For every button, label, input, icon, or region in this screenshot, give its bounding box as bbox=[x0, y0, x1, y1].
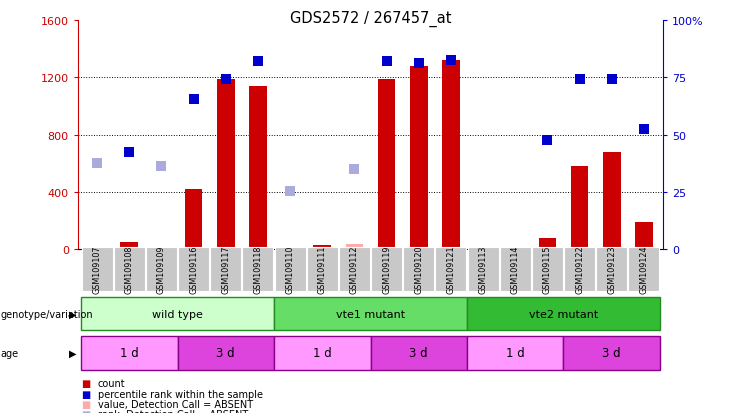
Bar bbox=[467, 336, 563, 370]
Text: ■: ■ bbox=[82, 399, 90, 409]
Text: GSM109107: GSM109107 bbox=[93, 245, 102, 294]
Text: vte2 mutant: vte2 mutant bbox=[529, 309, 598, 319]
Text: GSM109121: GSM109121 bbox=[446, 245, 456, 294]
Bar bbox=[563, 336, 660, 370]
Text: 3 d: 3 d bbox=[216, 347, 235, 360]
Bar bbox=[274, 297, 467, 330]
Bar bbox=[436, 248, 466, 291]
Text: GSM109114: GSM109114 bbox=[511, 245, 519, 294]
Text: ▶: ▶ bbox=[69, 309, 76, 319]
Bar bbox=[474, 249, 492, 250]
Text: GSM109122: GSM109122 bbox=[575, 245, 584, 294]
Text: vte1 mutant: vte1 mutant bbox=[336, 309, 405, 319]
Bar bbox=[178, 336, 274, 370]
Text: GSM109108: GSM109108 bbox=[124, 245, 134, 294]
Text: ■: ■ bbox=[82, 389, 90, 399]
Bar bbox=[274, 336, 370, 370]
Bar bbox=[467, 297, 660, 330]
Text: value, Detection Call = ABSENT: value, Detection Call = ABSENT bbox=[98, 399, 253, 409]
Bar bbox=[307, 248, 338, 291]
Bar bbox=[282, 247, 299, 250]
Bar bbox=[410, 66, 428, 250]
Bar bbox=[153, 247, 170, 250]
Text: genotype/variation: genotype/variation bbox=[1, 309, 93, 319]
Text: GSM109118: GSM109118 bbox=[253, 245, 262, 294]
Text: ■: ■ bbox=[82, 378, 90, 388]
Text: 1 d: 1 d bbox=[120, 347, 139, 360]
Text: age: age bbox=[1, 348, 19, 358]
Text: GSM109113: GSM109113 bbox=[479, 245, 488, 294]
Text: GSM109116: GSM109116 bbox=[189, 245, 198, 294]
Bar bbox=[370, 336, 467, 370]
Bar bbox=[81, 336, 178, 370]
Text: GSM109119: GSM109119 bbox=[382, 245, 391, 294]
Bar bbox=[339, 248, 370, 291]
Bar bbox=[571, 167, 588, 250]
Bar bbox=[564, 248, 595, 291]
Bar bbox=[88, 247, 106, 250]
Bar bbox=[210, 248, 242, 291]
Bar bbox=[146, 248, 177, 291]
Bar bbox=[539, 238, 556, 250]
Text: GSM109112: GSM109112 bbox=[350, 245, 359, 294]
Text: ■: ■ bbox=[82, 409, 90, 413]
Bar bbox=[242, 248, 273, 291]
Text: rank, Detection Call = ABSENT: rank, Detection Call = ABSENT bbox=[98, 409, 248, 413]
Bar bbox=[635, 223, 653, 250]
Bar bbox=[178, 248, 209, 291]
Text: GDS2572 / 267457_at: GDS2572 / 267457_at bbox=[290, 10, 451, 26]
Bar bbox=[313, 246, 331, 250]
Bar bbox=[249, 87, 267, 250]
Text: GSM109111: GSM109111 bbox=[318, 245, 327, 294]
Bar bbox=[114, 248, 144, 291]
Text: wild type: wild type bbox=[152, 309, 203, 319]
Text: ▶: ▶ bbox=[69, 348, 76, 358]
Bar bbox=[81, 297, 274, 330]
Text: 3 d: 3 d bbox=[410, 347, 428, 360]
Bar bbox=[442, 61, 459, 250]
Text: GSM109123: GSM109123 bbox=[607, 245, 617, 294]
Bar bbox=[499, 248, 531, 291]
Bar bbox=[506, 249, 524, 250]
Bar bbox=[185, 190, 202, 250]
Bar bbox=[603, 152, 620, 250]
Text: GSM109110: GSM109110 bbox=[285, 245, 295, 294]
Bar bbox=[82, 248, 113, 291]
Bar bbox=[532, 248, 563, 291]
Text: 1 d: 1 d bbox=[313, 347, 332, 360]
Text: 1 d: 1 d bbox=[506, 347, 525, 360]
Text: GSM109124: GSM109124 bbox=[639, 245, 648, 294]
Text: percentile rank within the sample: percentile rank within the sample bbox=[98, 389, 263, 399]
Bar bbox=[275, 248, 305, 291]
Bar bbox=[628, 248, 659, 291]
Bar bbox=[371, 248, 402, 291]
Text: GSM109117: GSM109117 bbox=[222, 245, 230, 294]
Bar bbox=[403, 248, 434, 291]
Bar bbox=[378, 79, 396, 250]
Text: count: count bbox=[98, 378, 125, 388]
Bar bbox=[121, 243, 138, 250]
Bar bbox=[345, 244, 363, 250]
Text: 3 d: 3 d bbox=[602, 347, 621, 360]
Text: GSM109120: GSM109120 bbox=[414, 245, 423, 294]
Text: GSM109115: GSM109115 bbox=[543, 245, 552, 294]
Bar bbox=[597, 248, 627, 291]
Bar bbox=[217, 79, 235, 250]
Text: GSM109109: GSM109109 bbox=[157, 245, 166, 294]
Bar bbox=[468, 248, 499, 291]
